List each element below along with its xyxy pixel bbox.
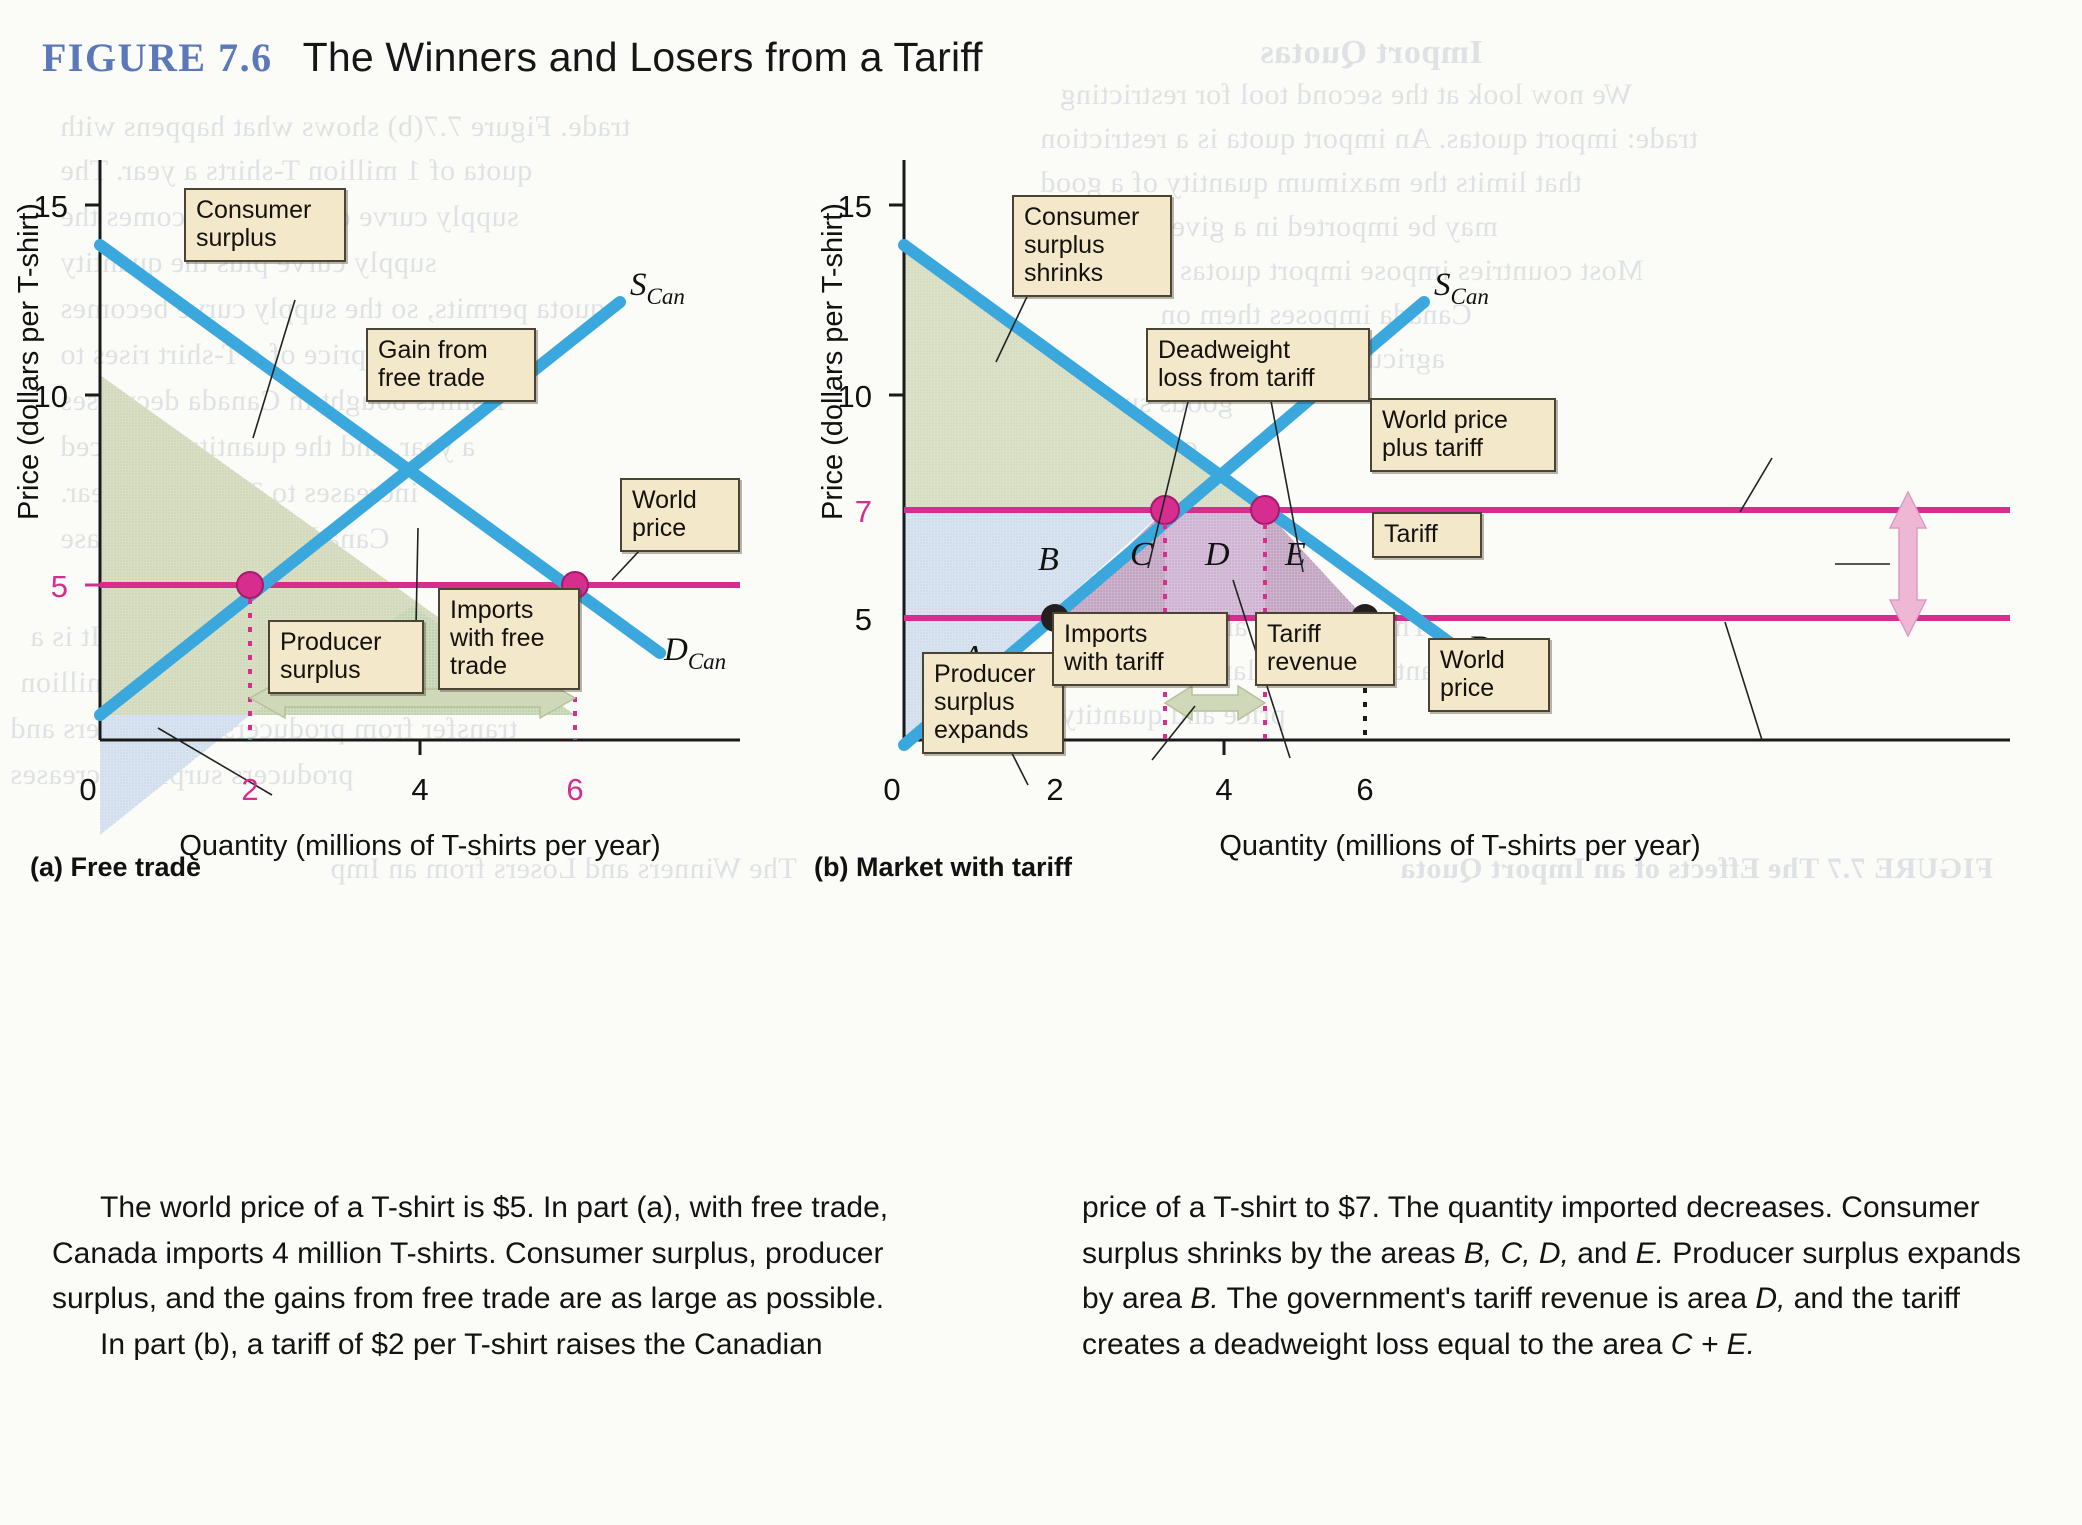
caption-right-a: price of a T-shirt to $7. The quantity i… (1082, 1191, 1980, 1270)
x-axis-title: Quantity (millions of T-shirts per year) (179, 830, 660, 862)
callout-consumer-surplus-shrinks: Consumer surplus shrinks (1012, 195, 1172, 297)
x-tick-label-4: 4 (1215, 772, 1232, 807)
y-axis-title: Price (dollars per T-shirt) (13, 203, 45, 520)
deadweight-leader-right (1267, 384, 1304, 573)
area-label-B: B (1038, 541, 1059, 578)
caption-paragraph-1: The world price of a T-shirt is $5. In p… (52, 1191, 889, 1316)
supply-curve-label: SCan (630, 267, 685, 309)
callout-producer-surplus-expands: Producer surplus expands (922, 652, 1064, 754)
figure-header: FIGURE 7.6 The Winners and Losers from a… (42, 34, 983, 81)
y-tick-label-7: 7 (855, 494, 872, 529)
consumer-surplus-leader (252, 299, 296, 439)
x-tick-label-4: 4 (411, 772, 428, 807)
caption-right-j: C + E. (1670, 1327, 1755, 1361)
x-tick-label-2: 2 (241, 772, 258, 807)
caption-text-right: price of a T-shirt to $7. The quantity i… (1082, 1185, 2042, 1367)
caption-right-e: Producer surplus expands by area (1082, 1236, 2021, 1316)
chart-market-with-tariff: A B C D E 15 10 7 5 0 2 4 6 SCan (800, 140, 2082, 870)
world-price-plus-tariff-leader (1739, 457, 1773, 513)
caption-right-i: and the tariff creates a deadweight loss… (1082, 1282, 1960, 1361)
callout-gain-from-free-trade: Gain from free trade (366, 328, 536, 402)
callout-consumer-surplus: Consumer surplus (184, 188, 346, 262)
y-tick-label-15: 15 (34, 189, 68, 224)
callout-world-price: World price (620, 478, 740, 552)
caption-right-g: The government's tariff revenue is area (1218, 1282, 1756, 1316)
demand-curve (898, 239, 1470, 659)
caption-right-f: B. (1190, 1282, 1219, 1316)
y-tick-label-5: 5 (855, 602, 872, 637)
ghost-text: Import Quotas (1260, 34, 1483, 71)
imports-with-tariff-leader (1151, 705, 1196, 761)
panel-market-with-tariff: A B C D E 15 10 7 5 0 2 4 6 SCan (800, 140, 2082, 882)
callout-deadweight-loss: Deadweight loss from tariff (1146, 328, 1370, 402)
market-with-tariff-svg: A B C D E 15 10 7 5 0 2 4 6 SCan (817, 160, 2010, 862)
area-label-E: E (1284, 536, 1306, 573)
producer-surplus-leader (157, 727, 273, 796)
producer-surplus-region (100, 715, 250, 835)
world-price-leader (611, 549, 641, 581)
figure-number: FIGURE 7.6 (42, 35, 273, 80)
tariff-gap-arrow (1888, 490, 1928, 638)
tariff-revenue-region (1165, 510, 1265, 618)
y-tick-label-10: 10 (34, 379, 68, 414)
caption-right-b: B, C, D, (1463, 1236, 1569, 1270)
y-tick-label-5: 5 (51, 569, 68, 604)
imports-with-tariff-arrow (1163, 684, 1267, 722)
x-tick-label-0: 0 (79, 772, 96, 807)
world-price-leader (1724, 621, 1763, 741)
callout-world-price: World price (1428, 638, 1550, 712)
figure-title: The Winners and Losers from a Tariff (302, 34, 983, 80)
supply-curve-label: SCan (1434, 267, 1489, 309)
caption-right-c: and (1568, 1236, 1636, 1270)
callout-world-price-plus-tariff: World price plus tariff (1370, 398, 1556, 472)
x-tick-label-6: 6 (566, 772, 583, 807)
caption-text-left: The world price of a T-shirt is $5. In p… (52, 1185, 932, 1367)
area-label-C: C (1130, 536, 1153, 573)
panel-free-trade: 15 10 5 0 2 4 6 SCan DCan Price (dollars… (0, 140, 780, 882)
callout-tariff-revenue: Tariff revenue (1255, 612, 1395, 686)
caption-right-h: D, (1755, 1282, 1786, 1316)
ghost-text: We now look at the second tool for restr… (1060, 78, 1633, 111)
y-tick-label-15: 15 (838, 189, 872, 224)
callout-imports-with-free-trade: Imports with free trade (438, 588, 580, 690)
panel-a-caption: (a) Free trade (30, 852, 202, 882)
caption-paragraph-2: In part (b), a tariff of $2 per T-shirt … (100, 1327, 823, 1361)
x-tick-label-6: 6 (1356, 772, 1373, 807)
x-tick-label-2: 2 (1046, 772, 1063, 807)
callout-tariff-gap: Tariff (1372, 512, 1482, 558)
x-axis-title: Quantity (millions of T-shirts per year) (1219, 830, 1700, 862)
area-label-D: D (1204, 536, 1230, 573)
deadweight-leader-left (1147, 384, 1193, 569)
y-axis-title: Price (dollars per T-shirt) (817, 203, 849, 520)
demand-curve-label: DCan (663, 632, 726, 674)
caption-right-d: E. (1635, 1236, 1664, 1270)
callout-producer-surplus: Producer surplus (268, 620, 424, 694)
panel-b-caption: (b) Market with tariff (814, 852, 1073, 882)
ghost-text: trade. Figure 7.7(b) shows what happens … (60, 110, 631, 143)
chart-free-trade: 15 10 5 0 2 4 6 SCan DCan Price (dollars… (0, 140, 780, 870)
callout-imports-with-tariff: Imports with tariff (1052, 612, 1228, 686)
y-tick-label-10: 10 (838, 379, 872, 414)
x-tick-label-0: 0 (883, 772, 900, 807)
